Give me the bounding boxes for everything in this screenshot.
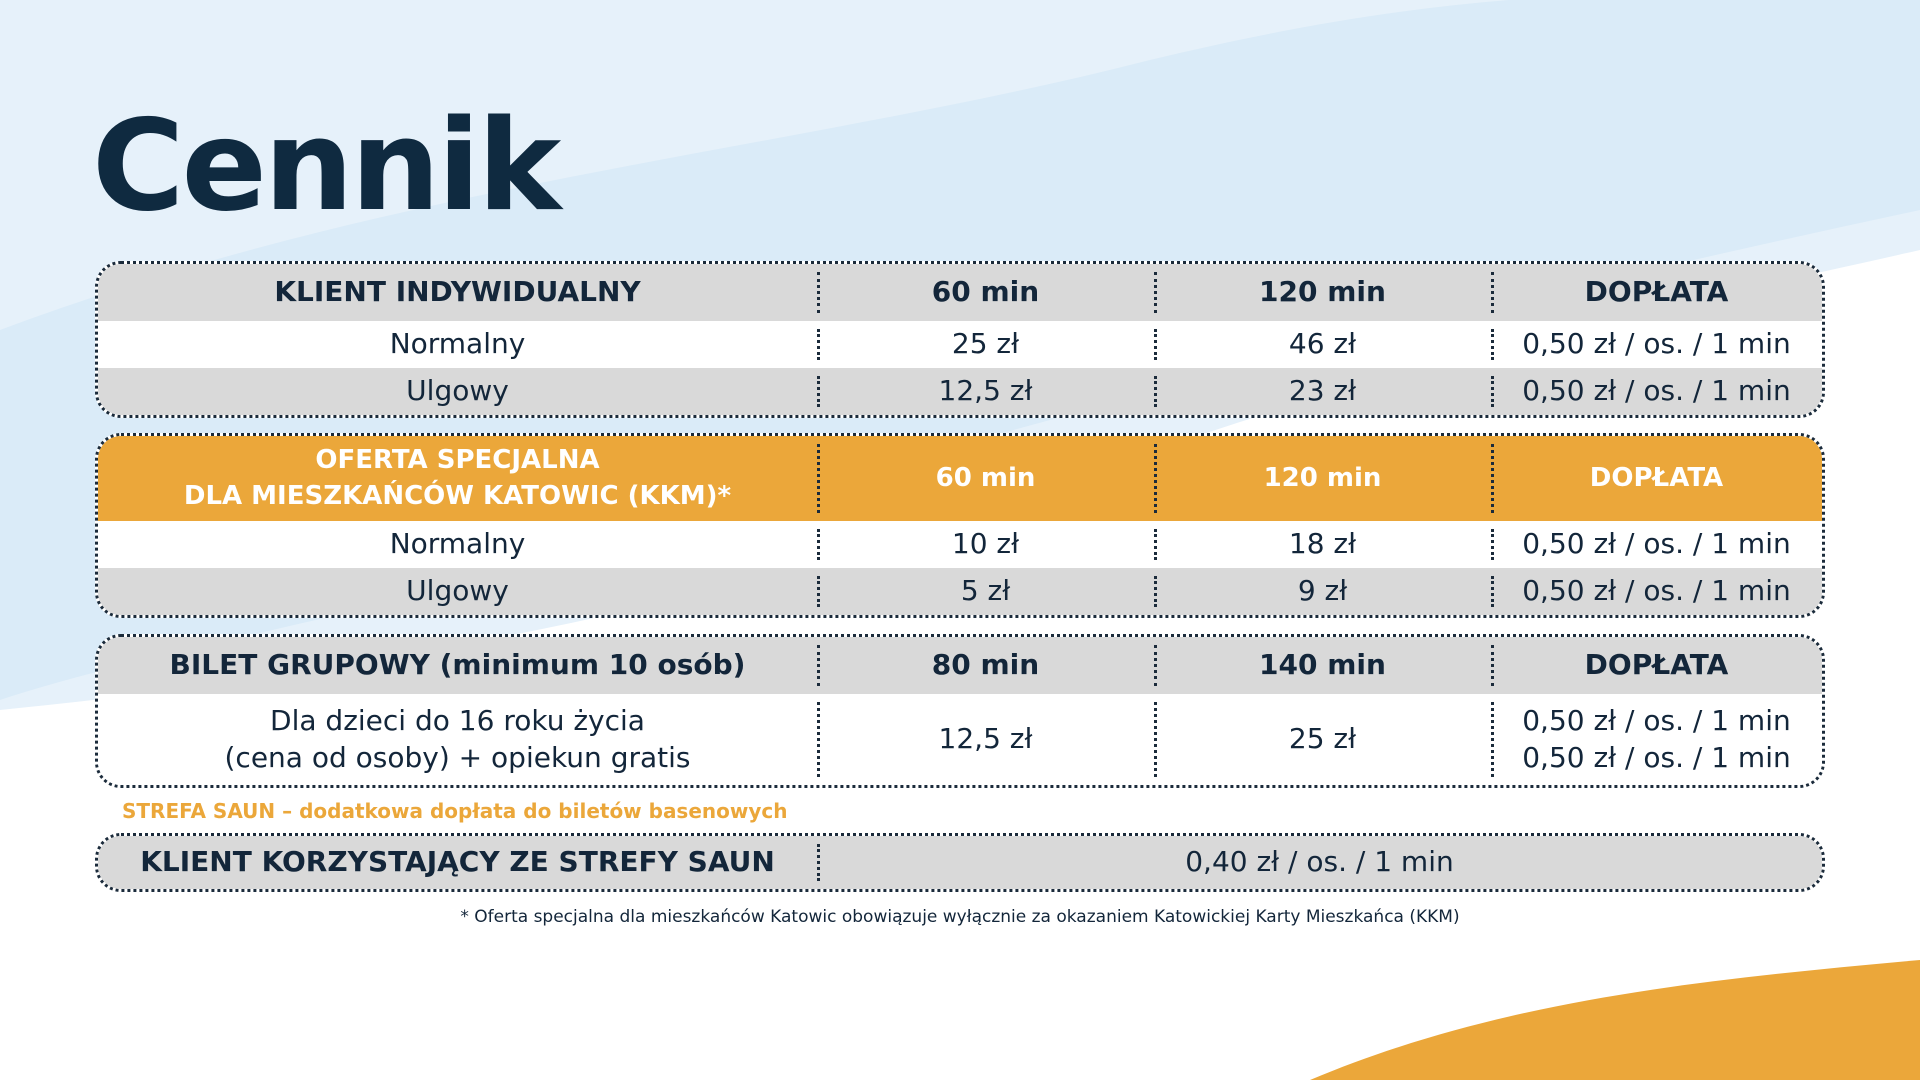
sauna-note: STREFA SAUN – dodatkowa dopłata do bilet… [122, 799, 788, 823]
price-cell: 5 zł [817, 568, 1154, 615]
header-cell: 60 min [817, 436, 1154, 521]
header-cell: DOPŁATA [1491, 436, 1822, 521]
price-table: OFERTA SPECJALNA DLA MIESZKAŃCÓW KATOWIC… [95, 433, 1825, 618]
price-cell: 12,5 zł [817, 368, 1154, 415]
price-cell: 9 zł [1154, 568, 1491, 615]
price-row: Ulgowy 12,5 zł 23 zł 0,50 zł / os. / 1 min [98, 368, 1822, 415]
price-cell: 0,50 zł / os. / 1 min [1491, 368, 1822, 415]
header-cell: 60 min [817, 264, 1154, 321]
sauna-label: KLIENT KORZYSTAJĄCY ZE STREFY SAUN [140, 845, 775, 879]
price-cell: 12,5 zł [817, 694, 1154, 785]
price-cell: Normalny [389, 527, 526, 561]
price-cell: 10 zł [817, 521, 1154, 568]
price-cell: Ulgowy [406, 574, 509, 608]
sauna-table: KLIENT KORZYSTAJĄCY ZE STREFY SAUN 0,40 … [95, 833, 1825, 892]
header-cell: KLIENT INDYWIDUALNY [274, 275, 641, 309]
price-row: Normalny 10 zł 18 zł 0,50 zł / os. / 1 min [98, 521, 1822, 568]
price-cell: 0,50 zł / os. / 1 min [1491, 568, 1822, 615]
sauna-row: KLIENT KORZYSTAJĄCY ZE STREFY SAUN 0,40 … [98, 836, 1822, 889]
footnote: * Oferta specjalna dla mieszkańców Katow… [460, 907, 1460, 927]
header-cell: DOPŁATA [1491, 637, 1822, 694]
header-cell: DOPŁATA [1491, 264, 1822, 321]
header-row: KLIENT INDYWIDUALNY 60 min 120 min DOPŁATA [98, 264, 1822, 321]
price-row: Normalny 25 zł 46 zł 0,50 zł / os. / 1 min [98, 321, 1822, 368]
price-cell: Dla dzieci do 16 roku życia (cena od oso… [224, 704, 691, 774]
price-cell: Normalny [389, 327, 526, 361]
price-table: KLIENT INDYWIDUALNY 60 min 120 min DOPŁATA N… [95, 261, 1825, 418]
header-row: BILET GRUPOWY (minimum 10 osób) 80 min 140… [98, 637, 1822, 694]
header-row: OFERTA SPECJALNA DLA MIESZKAŃCÓW KATOWIC… [98, 436, 1822, 521]
price-table: BILET GRUPOWY (minimum 10 osób) 80 min 140… [95, 634, 1825, 788]
header-cell: 80 min [817, 637, 1154, 694]
header-cell: BILET GRUPOWY (minimum 10 osób) [169, 648, 746, 682]
header-cell: 120 min [1154, 436, 1491, 521]
price-cell: 25 zł [1154, 694, 1491, 785]
price-cell: 0,50 zł / os. / 1 min 0,50 zł / os. / 1 … [1491, 694, 1822, 785]
sauna-price: 0,40 zł / os. / 1 min [817, 836, 1822, 889]
header-cell: 120 min [1154, 264, 1491, 321]
price-cell: 18 zł [1154, 521, 1491, 568]
price-cell: 0,50 zł / os. / 1 min [1491, 321, 1822, 368]
price-row: Dla dzieci do 16 roku życia (cena od oso… [98, 694, 1822, 785]
title: Cennik [92, 92, 561, 239]
header-cell: OFERTA SPECJALNA DLA MIESZKAŃCÓW KATOWIC… [183, 445, 732, 511]
price-cell: Ulgowy [406, 374, 509, 408]
price-row: Ulgowy 5 zł 9 zł 0,50 zł / os. / 1 min [98, 568, 1822, 615]
price-cell: 46 zł [1154, 321, 1491, 368]
header-cell: 140 min [1154, 637, 1491, 694]
price-cell: 0,50 zł / os. / 1 min [1491, 521, 1822, 568]
price-cell: 25 zł [817, 321, 1154, 368]
price-cell: 23 zł [1154, 368, 1491, 415]
